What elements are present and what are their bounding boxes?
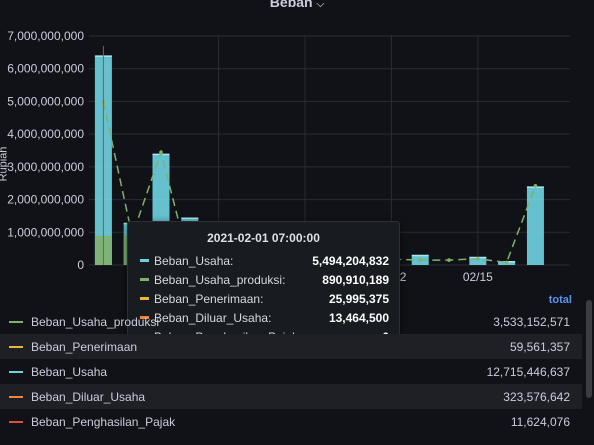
legend-series-name[interactable]: Beban_Diluar_Usaha xyxy=(31,389,146,404)
legend-series-total: 11,624,076 xyxy=(510,414,570,429)
x-tick-label: 02/15 xyxy=(463,270,493,284)
tooltip-row: Beban_Usaha: 5,494,204,832 xyxy=(128,251,399,270)
legend-row[interactable]: Beban_Usaha_produksi 3,533,152,571 xyxy=(0,309,582,334)
series-color-swatch xyxy=(140,316,149,319)
point-beban-usaha-produksi xyxy=(159,150,163,154)
tooltip-row: Beban_Usaha_produksi: 890,910,189 xyxy=(128,270,399,289)
legend-table: Beban_Usaha_produksi 3,533,152,571 Beban… xyxy=(0,309,582,434)
point-beban-usaha-produksi xyxy=(533,184,538,188)
series-color-swatch xyxy=(9,345,23,348)
tooltip-series-value: 25,995,375 xyxy=(328,291,389,306)
point-beban-usaha-produksi xyxy=(476,256,480,261)
y-tick-label: 2,000,000,000 xyxy=(7,193,84,207)
y-tick-label: 7,000,000,000 xyxy=(7,29,84,43)
legend-series-name[interactable]: Beban_Penghasilan_Pajak xyxy=(31,414,176,429)
series-color-swatch xyxy=(140,259,149,262)
legend-row[interactable]: Beban_Penerimaan 59,561,357 xyxy=(0,334,582,359)
y-tick-label: 1,000,000,000 xyxy=(7,225,84,239)
tooltip-row: Beban_Penerimaan: 25,995,375 xyxy=(128,289,399,308)
series-color-swatch xyxy=(9,395,23,398)
series-color-swatch xyxy=(140,297,149,300)
legend-series-total: 323,576,642 xyxy=(503,389,570,404)
chevron-down-icon[interactable]: ⌵ xyxy=(316,0,325,10)
legend-series-total: 59,561,357 xyxy=(509,339,570,354)
point-beban-usaha-produksi xyxy=(447,258,451,262)
tooltip-series-name: Beban_Penerimaan: xyxy=(154,291,264,306)
hover-tooltip: 2021-02-01 07:00:00 Beban_Usaha: 5,494,2… xyxy=(127,221,400,350)
tooltip-series-name: Beban_Diluar_Usaha: xyxy=(154,310,272,325)
legend-series-name[interactable]: Beban_Usaha xyxy=(31,364,108,379)
legend-row[interactable]: Beban_Diluar_Usaha 323,576,642 xyxy=(0,384,582,409)
bar-beban-usaha xyxy=(469,257,487,265)
legend-row[interactable]: Beban_Usaha 12,715,446,637 xyxy=(0,359,582,384)
tooltip-series-value: 890,910,189 xyxy=(322,272,389,287)
point-beban-usaha-produksi xyxy=(504,260,509,265)
line-beban-usaha-produksi xyxy=(102,101,537,266)
series-color-swatch xyxy=(140,278,149,281)
legend-series-total: 3,533,152,571 xyxy=(493,314,570,329)
panel-title-text[interactable]: Beban xyxy=(269,0,313,10)
tooltip-time: 2021-02-01 07:00:00 xyxy=(207,231,320,245)
y-tick-label: 0 xyxy=(77,258,84,272)
tooltip-series-value: 13,464,500 xyxy=(328,310,389,325)
tooltip-series-name: Beban_Usaha: xyxy=(154,253,234,268)
legend-series-name[interactable]: Beban_Usaha_produksi xyxy=(31,314,160,329)
series-color-swatch xyxy=(9,370,23,373)
point-beban-usaha-produksi xyxy=(418,258,423,262)
legend-scrollbar[interactable] xyxy=(586,300,592,398)
y-tick-label: 5,000,000,000 xyxy=(7,94,84,108)
legend-series-name[interactable]: Beban_Penerimaan xyxy=(31,339,138,354)
tooltip-row: Beban_Diluar_Usaha: 13,464,500 xyxy=(128,308,399,327)
legend-row[interactable]: Beban_Penghasilan_Pajak 11,624,076 xyxy=(0,409,582,434)
series-color-swatch xyxy=(9,420,23,423)
y-tick-label: 6,000,000,000 xyxy=(7,62,84,76)
y-tick-label: 4,000,000,000 xyxy=(7,127,84,141)
y-tick-label: 3,000,000,000 xyxy=(7,160,84,174)
tooltip-series-name: Beban_Usaha_produksi: xyxy=(154,272,286,287)
legend-total-header[interactable]: total xyxy=(548,294,572,306)
tooltip-series-value: 5,494,204,832 xyxy=(312,253,389,268)
panel-title[interactable]: Beban ⌵ xyxy=(0,0,594,10)
legend-series-total: 12,715,446,637 xyxy=(486,364,570,379)
series-color-swatch xyxy=(9,320,23,323)
bar-beban-usaha xyxy=(526,187,544,265)
